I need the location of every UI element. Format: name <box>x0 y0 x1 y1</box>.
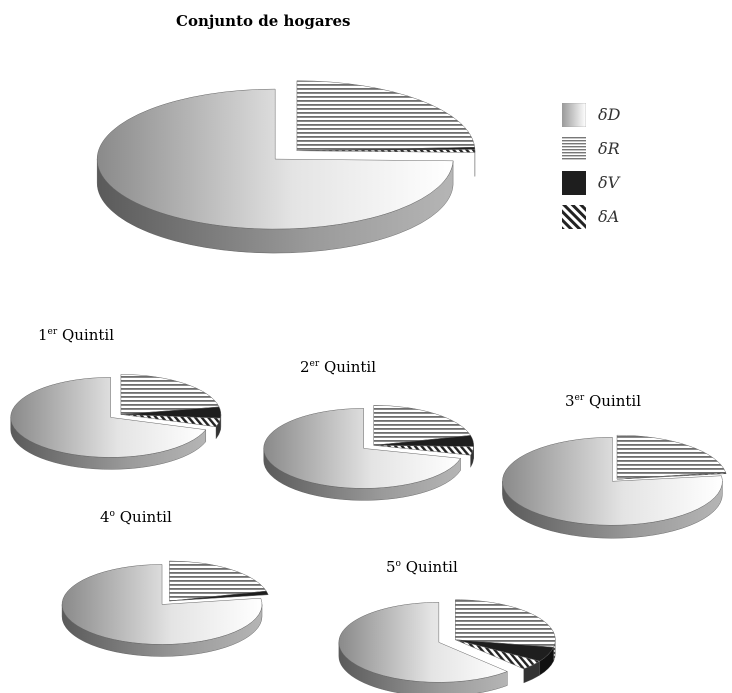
pie-chart-4 <box>61 560 269 657</box>
legend-swatch-solid <box>562 171 586 195</box>
slice-da <box>455 639 541 670</box>
slice-dr <box>120 374 220 415</box>
slice-dd <box>502 437 723 526</box>
legend-item-dr: δR <box>562 137 672 171</box>
slice-dd <box>96 88 454 230</box>
slice-dv <box>169 590 269 602</box>
pie-chart-0 <box>96 80 476 254</box>
chart-title-quintil-1: 1er Quintil <box>38 326 114 344</box>
chart-title-quintil-5: 5o Quintil <box>386 558 458 576</box>
chart-legend: δD δR δV δA <box>562 103 672 239</box>
pie-chart-3 <box>502 434 727 539</box>
slice-da <box>120 414 221 428</box>
legend-label: δD <box>598 105 621 124</box>
legend-label: δV <box>598 173 620 192</box>
chart-title-quintil-4: 4o Quintil <box>100 508 172 526</box>
slice-dr <box>373 405 471 446</box>
chart-title-conjunto: Conjunto de hogares <box>176 12 351 30</box>
slice-dd <box>10 377 207 458</box>
legend-swatch-diagonal <box>562 205 586 229</box>
slice-da <box>373 445 474 456</box>
pie-chart-2 <box>263 405 474 501</box>
slice-dd <box>263 408 461 489</box>
pie-chart-1 <box>10 374 222 470</box>
legend-label: δR <box>598 139 620 158</box>
slice-da <box>296 149 476 153</box>
slice-dd <box>61 564 263 645</box>
chart-title-quintil-2: 2er Quintil <box>300 358 376 376</box>
slice-dr <box>296 80 475 151</box>
legend-item-dd: δD <box>562 103 672 137</box>
legend-item-da: δA <box>562 205 672 239</box>
chart-title-quintil-3: 3er Quintil <box>565 392 641 410</box>
pie-chart-5 <box>338 599 556 693</box>
slice-dr <box>455 599 556 648</box>
legend-swatch-stripes <box>562 137 586 161</box>
legend-label: δA <box>598 207 620 226</box>
slice-dd <box>338 602 508 683</box>
legend-swatch-gradient <box>562 103 586 127</box>
legend-item-dv: δV <box>562 171 672 205</box>
slice-da <box>616 472 727 480</box>
slice-dr <box>169 560 267 602</box>
slice-dr <box>616 434 727 480</box>
